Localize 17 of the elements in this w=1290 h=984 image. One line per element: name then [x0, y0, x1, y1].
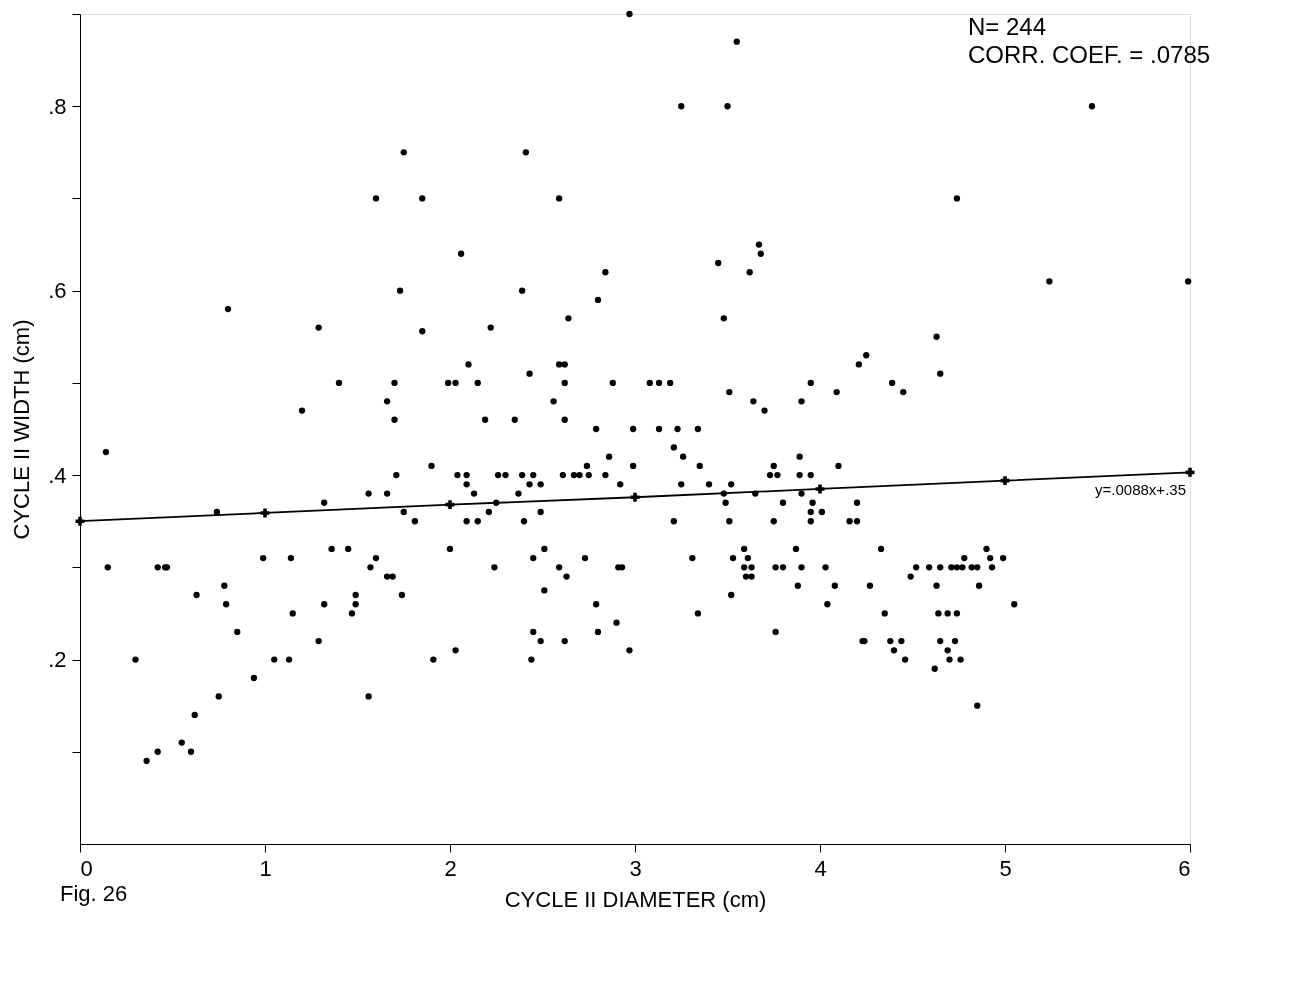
x-tick-label: 4 — [814, 855, 827, 881]
x-axis-title: CYCLE II DIAMETER (cm) — [504, 886, 767, 912]
x-tick-label: 5 — [999, 855, 1012, 881]
x-tick-label: 3 — [629, 855, 642, 881]
y-tick-label: .6 — [48, 278, 67, 304]
y-axis-title: CYCLE II WIDTH (cm) — [9, 319, 35, 540]
annotation: N= 244 — [968, 13, 1047, 40]
annotation: y=.0088x+.35 — [1095, 480, 1186, 498]
y-tick-label: .2 — [48, 647, 67, 673]
x-tick-label: 6 — [1178, 855, 1191, 881]
y-tick-label: .4 — [48, 462, 67, 488]
x-tick-label: 1 — [259, 855, 272, 881]
annotation: CORR. COEF. = .0785 — [968, 41, 1211, 68]
x-tick-label: 2 — [444, 855, 457, 881]
caption: Fig. 26 — [60, 881, 128, 906]
y-tick-label: .8 — [48, 93, 67, 119]
x-tick-label: 0 — [80, 855, 93, 881]
